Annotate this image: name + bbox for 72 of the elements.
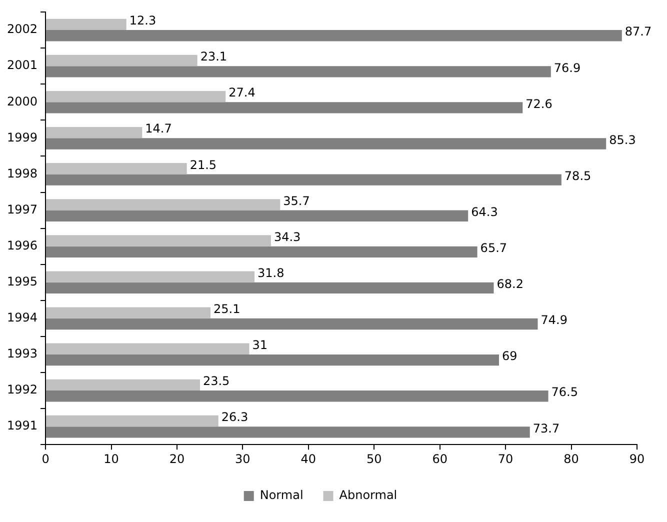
bar	[46, 18, 126, 30]
x-tick-label: 70	[498, 452, 514, 466]
x-tick-label: 10	[104, 452, 119, 466]
data-label: 69	[502, 349, 518, 364]
data-label: 26.3	[221, 410, 248, 424]
bar	[46, 30, 622, 42]
y-tick-label: 1999	[6, 130, 38, 144]
x-tick-label: 80	[564, 452, 579, 466]
bar	[46, 379, 200, 391]
legend-label: Abnormal	[339, 488, 398, 502]
x-tick-label: 20	[169, 452, 185, 466]
data-label: 21.5	[190, 158, 217, 172]
bar	[46, 199, 280, 210]
bar	[46, 318, 538, 330]
data-label: 31.8	[258, 266, 284, 280]
data-label: 72.6	[526, 96, 552, 111]
y-tick-label: 2002	[6, 22, 38, 36]
data-label: 25.1	[213, 302, 240, 316]
y-tick-label: 1996	[6, 238, 38, 252]
bar	[46, 174, 562, 186]
x-tick-label: 60	[432, 452, 448, 466]
bar	[46, 426, 530, 438]
y-tick-label: 2001	[6, 58, 38, 72]
x-tick-label: 90	[629, 452, 645, 466]
data-label: 65.7	[480, 241, 508, 256]
y-tick-label: 1998	[6, 166, 38, 180]
bar	[46, 235, 271, 246]
y-tick-label: 2000	[6, 94, 38, 108]
bar	[46, 246, 478, 258]
y-tick-label: 1991	[6, 418, 38, 433]
bar	[46, 90, 226, 102]
x-tick-label: 50	[366, 452, 382, 466]
data-label: 68.2	[496, 277, 524, 292]
data-label: 34.3	[274, 230, 301, 244]
data-label: 23.5	[202, 374, 230, 388]
data-label: 23.1	[200, 50, 228, 64]
bar	[46, 102, 523, 114]
data-label: 31	[252, 338, 268, 352]
x-tick-label: 30	[235, 452, 250, 466]
bar	[46, 210, 468, 222]
legend-label: Normal	[260, 488, 304, 502]
bar	[46, 343, 250, 354]
y-tick-label: 1997	[6, 202, 38, 216]
bar	[46, 127, 142, 138]
data-label: 27.4	[228, 86, 256, 100]
bar	[46, 138, 606, 150]
data-label: 74.9	[540, 313, 568, 328]
data-label: 85.3	[609, 132, 636, 147]
bar	[46, 415, 218, 427]
data-label: 64.3	[471, 204, 498, 219]
bar	[46, 54, 198, 66]
x-tick-label: 40	[300, 452, 316, 466]
data-label: 76.5	[551, 385, 578, 400]
y-tick-label: 1994	[6, 310, 38, 325]
y-tick-label: 1993	[6, 346, 38, 361]
bar	[46, 307, 210, 318]
bar	[46, 354, 499, 366]
y-tick-label: 1995	[6, 274, 38, 288]
bar	[46, 163, 187, 174]
data-label: 12.3	[129, 14, 156, 28]
data-label: 78.5	[564, 168, 592, 183]
bar	[46, 271, 255, 282]
data-label: 76.9	[554, 60, 581, 75]
y-tick-label: 1992	[6, 382, 38, 397]
data-label: 73.7	[532, 421, 560, 436]
data-label: 14.7	[145, 122, 172, 136]
x-tick-label: 0	[42, 452, 50, 466]
bar	[46, 282, 494, 294]
bar	[46, 66, 551, 78]
data-label: 35.7	[283, 194, 310, 208]
bar	[46, 390, 548, 402]
data-label: 87.7	[624, 24, 652, 39]
